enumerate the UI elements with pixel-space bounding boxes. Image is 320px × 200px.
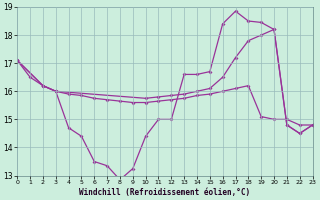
X-axis label: Windchill (Refroidissement éolien,°C): Windchill (Refroidissement éolien,°C) <box>79 188 251 197</box>
